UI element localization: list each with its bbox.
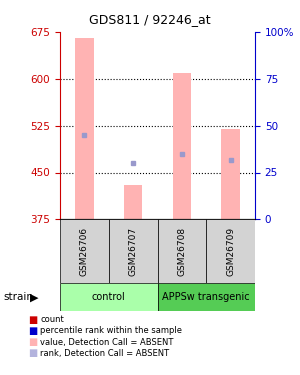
Text: GSM26708: GSM26708 xyxy=(177,226,186,276)
Bar xyxy=(158,283,255,311)
Text: percentile rank within the sample: percentile rank within the sample xyxy=(40,326,182,335)
Bar xyxy=(221,129,240,219)
Text: ■: ■ xyxy=(28,348,38,358)
Text: GSM26707: GSM26707 xyxy=(129,226,138,276)
Text: APPSw transgenic: APPSw transgenic xyxy=(162,292,250,302)
Text: count: count xyxy=(40,315,64,324)
Bar xyxy=(60,283,158,311)
Text: control: control xyxy=(92,292,126,302)
Bar xyxy=(109,219,158,283)
Text: ■: ■ xyxy=(28,315,38,324)
Text: ▶: ▶ xyxy=(30,292,39,302)
Bar xyxy=(60,219,109,283)
Text: GDS811 / 92246_at: GDS811 / 92246_at xyxy=(89,13,211,26)
Bar xyxy=(124,185,142,219)
Bar xyxy=(172,72,191,219)
Text: value, Detection Call = ABSENT: value, Detection Call = ABSENT xyxy=(40,338,174,346)
Text: GSM26706: GSM26706 xyxy=(80,226,89,276)
Bar xyxy=(75,38,94,219)
Bar xyxy=(206,219,255,283)
Text: rank, Detection Call = ABSENT: rank, Detection Call = ABSENT xyxy=(40,349,169,358)
Text: GSM26709: GSM26709 xyxy=(226,226,235,276)
Text: ■: ■ xyxy=(28,337,38,347)
Text: strain: strain xyxy=(3,292,33,302)
Text: ■: ■ xyxy=(28,326,38,336)
Bar xyxy=(158,219,206,283)
